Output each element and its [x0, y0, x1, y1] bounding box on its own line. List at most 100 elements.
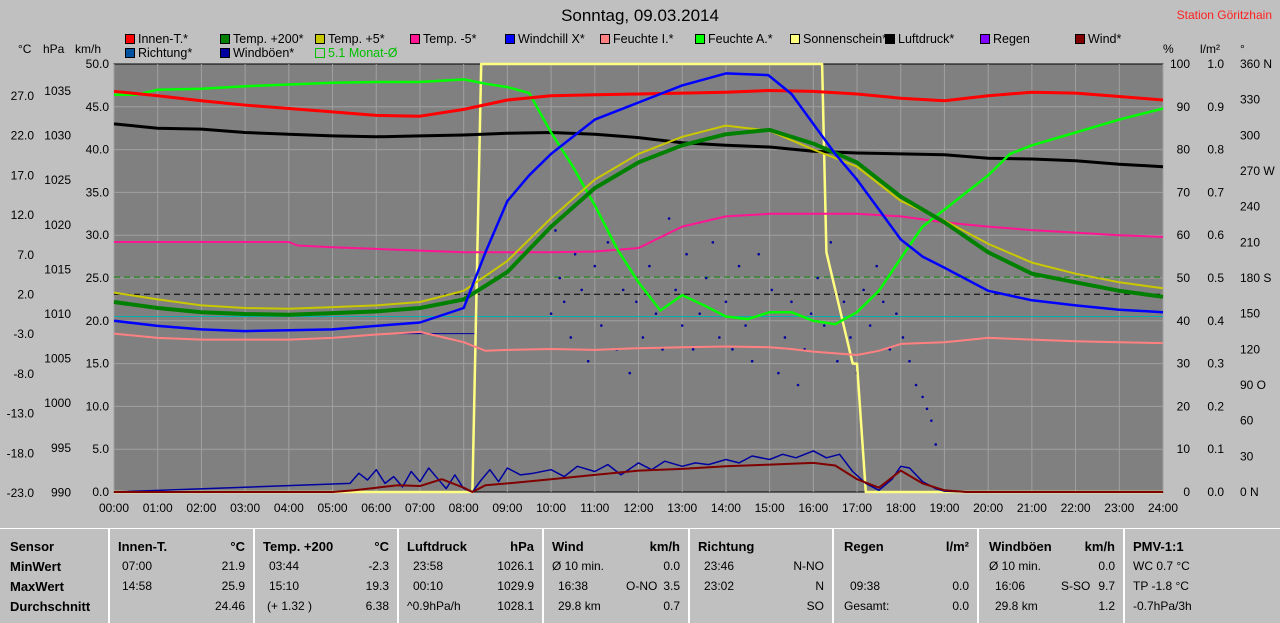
unit-percent: % [1163, 42, 1174, 56]
percent-tick-label: 80 [1177, 143, 1191, 157]
wind-direction-point [822, 324, 826, 327]
x-tick-label: 03:00 [230, 501, 260, 515]
degree-tick-label: 0 N [1240, 485, 1259, 499]
stats-gusts-max-val: 9.7 [1098, 579, 1115, 593]
series-line [113, 330, 1164, 356]
stats-temp200-title: Temp. +200 [263, 539, 334, 554]
stats-direction-min-time: 23:46 [704, 559, 735, 573]
wind-direction-point [580, 288, 583, 292]
wind-direction-point [770, 288, 774, 292]
kmh-tick-label: 25.0 [86, 271, 110, 285]
stats-pressure-title: Luftdruck [407, 539, 467, 554]
series-line [114, 78, 1164, 326]
wind-direction-point [777, 371, 780, 375]
x-tick-label: 06:00 [361, 501, 391, 515]
hpa-tick-label: 1000 [44, 396, 71, 410]
stats-col-pressure: Luftdruck hPa 23:58 1026.1 00:10 1029.9 … [397, 529, 542, 623]
wind-direction-point [635, 300, 638, 304]
degree-tick-label: 120 [1240, 342, 1260, 356]
x-tick-label: 07:00 [405, 501, 435, 515]
legend-label: Temp. +200* [233, 32, 304, 46]
wind-direction-point [680, 324, 684, 327]
kmh-tick-label: 40.0 [86, 143, 110, 157]
stats-rain-max-val: 0.0 [952, 579, 969, 593]
stats-wind-min-val: 0.0 [663, 559, 680, 573]
x-tick-label: 00:00 [99, 501, 129, 515]
x-tick-label: 08:00 [449, 501, 479, 515]
wind-direction-point [750, 359, 754, 363]
x-tick-label: 09:00 [492, 501, 522, 515]
hpa-tick-label: 1020 [44, 218, 71, 232]
percent-tick-label: 60 [1177, 228, 1191, 242]
stats-direction-title: Richtung [698, 539, 755, 554]
degree-tick-label: 300 [1240, 128, 1260, 142]
celsius-tick-label: -3.0 [13, 327, 34, 341]
wind-direction-point [816, 276, 820, 280]
hpa-tick-label: 1010 [44, 307, 71, 321]
stats-avg-label: Durchschnitt [10, 599, 91, 614]
series-line [114, 461, 1163, 493]
hpa-tick-label: 1035 [44, 84, 71, 98]
stats-wind-avg-note: 29.8 km [558, 599, 601, 613]
stats-wind-max-val: 3.5 [663, 579, 680, 593]
degree-tick-label: 360 N [1240, 57, 1272, 71]
celsius-tick-label: 2.0 [17, 288, 34, 302]
legend-item: Temp. +5* [315, 32, 385, 46]
wind-direction-point [549, 312, 553, 315]
unit-kmh: km/h [75, 42, 102, 56]
legend-swatch [315, 48, 325, 58]
celsius-tick-label: 7.0 [17, 248, 34, 262]
legend-label: Temp. -5* [423, 32, 477, 46]
wind-direction-point [573, 252, 577, 256]
legend-item: Richtung* [125, 46, 192, 60]
stats-inner-title: Innen-T. [118, 539, 168, 554]
hpa-tick-label: 990 [51, 485, 71, 499]
stats-gusts-unit: km/h [1084, 539, 1115, 554]
wind-direction-point [718, 336, 721, 339]
stats-direction-max-val: N [815, 579, 824, 593]
x-tick-label: 14:00 [711, 501, 741, 515]
page-title: Sonntag, 09.03.2014 [561, 6, 719, 25]
legend-item: Sonnenschein* [790, 32, 887, 46]
wind-direction-point [862, 288, 865, 292]
legend-label: Windchill X* [518, 32, 585, 46]
x-tick-label: 02:00 [186, 501, 216, 515]
x-tick-label: 24:00 [1148, 501, 1178, 515]
wind-direction-point [790, 300, 793, 304]
x-tick-label: 12:00 [623, 501, 653, 515]
kmh-tick-label: 5.0 [92, 442, 109, 456]
stats-inner-unit: °C [230, 539, 245, 554]
celsius-tick-label: -13.0 [7, 407, 35, 421]
legend-label: Sonnenschein* [803, 32, 888, 46]
hpa-tick-label: 995 [51, 441, 71, 455]
degree-tick-label: 30 [1240, 449, 1254, 463]
wind-direction-point [600, 324, 603, 327]
legend-item: 5.1 Monat-Ø [315, 46, 397, 60]
legend-label: Windböen* [233, 46, 295, 60]
x-tick-label: 04:00 [274, 501, 304, 515]
wind-direction-point [628, 371, 632, 375]
wind-direction-point [881, 300, 885, 304]
legend-item: Luftdruck* [885, 32, 954, 46]
hpa-tick-label: 1005 [44, 352, 71, 366]
stats-pressure-unit: hPa [510, 539, 534, 554]
stats-rain-unit: l/m² [945, 539, 969, 554]
percent-tick-label: 30 [1177, 357, 1191, 371]
lm2-tick-label: 0.4 [1207, 314, 1224, 328]
stats-col-rain: Regen l/m² 09:38 0.0 Gesamt: 0.0 [832, 529, 977, 623]
hpa-tick-label: 1030 [44, 129, 71, 143]
wind-direction-point [888, 348, 892, 351]
percent-tick-label: 40 [1177, 314, 1191, 328]
series-line [113, 89, 1164, 118]
legend-swatch [220, 34, 230, 44]
legend-label: Richtung* [138, 46, 193, 60]
legend-item: Feuchte I.* [600, 32, 673, 46]
percent-tick-label: 90 [1177, 100, 1191, 114]
x-tick-label: 19:00 [929, 501, 959, 515]
legend-swatch [600, 34, 610, 44]
percent-tick-label: 50 [1177, 271, 1191, 285]
stats-pressure-max-time: 00:10 [413, 579, 444, 593]
kmh-tick-label: 10.0 [86, 399, 110, 413]
wind-direction-point [554, 229, 557, 232]
legend-item: Wind* [1075, 32, 1121, 46]
